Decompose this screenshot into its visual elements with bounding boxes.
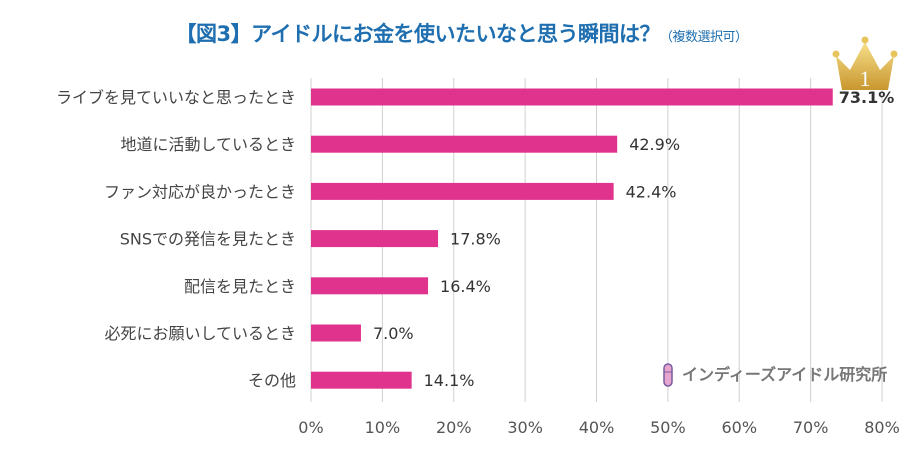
x-tick-label: 40% [579,418,615,437]
test-tube-icon [663,363,673,387]
bar [311,88,833,106]
bar [311,371,412,389]
bar [311,135,618,153]
data-label: 73.1% [839,88,895,107]
x-tick-label: 60% [721,418,757,437]
x-tick-label: 30% [507,418,543,437]
bar [311,324,361,342]
bar [311,230,439,248]
x-tick-label: 70% [793,418,829,437]
bar [311,277,429,295]
x-tick-label: 50% [650,418,686,437]
x-tick-label: 80% [864,418,900,437]
category-label: その他 [248,371,296,390]
x-tick-label: 10% [365,418,401,437]
brand-name: インディーズアイドル研究所 [682,365,888,384]
crown-badge-number: 1 [860,66,871,91]
category-label: 配信を見たとき [184,277,296,296]
brand-logo: インディーズアイドル研究所 [662,358,887,388]
data-label: 16.4% [440,277,491,296]
bar [311,182,614,200]
x-tick-label: 0% [298,418,323,437]
data-label: 42.9% [629,135,680,154]
title-text: 【図3】アイドルにお金を使いたいなと思う瞬間は？ [175,22,661,46]
category-label: ファン対応が良かったとき [104,182,296,201]
data-label: 42.4% [626,182,677,201]
category-label: SNSでの発信を見たとき [120,230,296,249]
data-label: 7.0% [373,324,414,343]
category-label: ライブを見ていいなと思ったとき [56,88,296,107]
data-label: 17.8% [450,230,501,249]
data-label: 14.1% [424,371,475,390]
category-label: 地道に活動しているとき [120,135,296,154]
crown-icon: 1 [832,36,898,91]
x-tick-label: 20% [436,418,472,437]
chart-title: 【図3】アイドルにお金を使いたいなと思う瞬間は？（複数選択可） [0,18,923,48]
subtitle: （複数選択可） [660,30,748,45]
category-label: 必死にお願いしているとき [104,324,296,343]
